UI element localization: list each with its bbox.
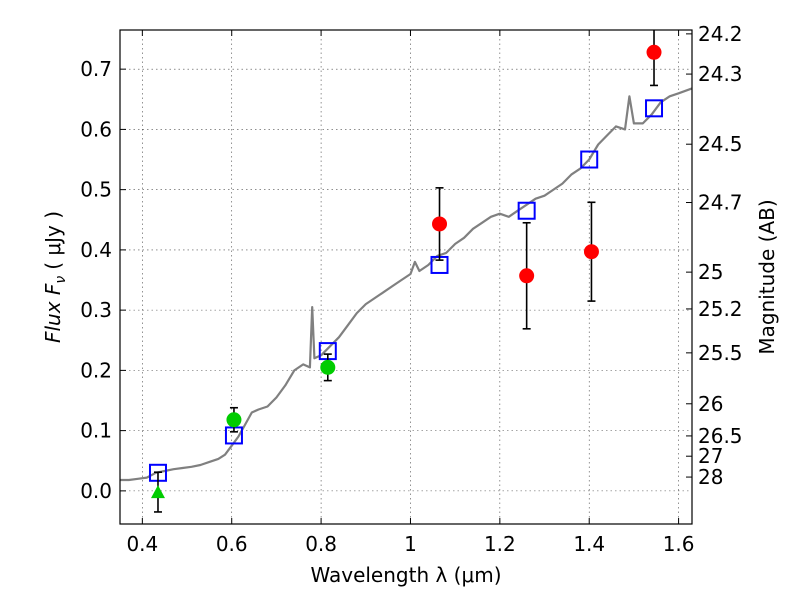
photometry-point xyxy=(226,412,242,428)
photometry-point xyxy=(519,268,535,284)
model-spectrum-line xyxy=(120,87,692,482)
photometry-point xyxy=(432,216,448,232)
photometry-point xyxy=(583,244,599,260)
axis-ticks: 0.4 0.6 0.8 1 1.2 1.4 1.6 0.0 0.1 0.2 0.3 0.4 0.5 0.6… xyxy=(80,22,742,556)
x-tick-label: 0.4 xyxy=(126,532,158,556)
y2-tick-label: 24.7 xyxy=(698,191,743,215)
plot-frame xyxy=(119,29,693,525)
data-series xyxy=(120,30,692,513)
y2-tick-label: 24.3 xyxy=(698,62,743,86)
y2-tick-label: 24.5 xyxy=(698,132,743,156)
y-tick-label: 0.1 xyxy=(80,419,112,443)
y2-tick-label: 27 xyxy=(698,444,723,468)
y2-axis-label-text: Magnitude (AB) xyxy=(755,199,779,354)
x-tick-label: 1.6 xyxy=(663,532,695,556)
y-tick-label: 0.5 xyxy=(80,178,112,202)
y2-tick-label: 26.5 xyxy=(698,424,743,448)
upper-limit-triangle xyxy=(150,485,165,499)
y-axis-label-subscript: ν xyxy=(53,276,69,284)
y-tick-label: 0.4 xyxy=(80,238,112,262)
y2-tick-label: 25.2 xyxy=(698,297,743,321)
y2-tick-label: 26 xyxy=(698,392,723,416)
model-photometry-square xyxy=(580,150,599,169)
model-photometry-square xyxy=(645,99,664,118)
y-tick-label: 0.7 xyxy=(80,57,112,81)
svg-text:Flux Fν( μJy ): Flux Fν ( μJy ) xyxy=(41,211,69,343)
photometry-point xyxy=(320,359,336,375)
x-tick-label: 1.2 xyxy=(484,532,516,556)
y2-axis-label: Magnitude (AB) xyxy=(755,199,779,354)
y2-tick-label: 25 xyxy=(698,260,723,284)
y2-tick-label: 24.2 xyxy=(698,22,743,46)
photometry-point xyxy=(646,44,662,60)
x-axis-label: Wavelength λ (μm) xyxy=(310,563,501,587)
y-axis-label: Flux Fν ( μJy ) xyxy=(41,211,69,343)
grid-lines xyxy=(120,30,692,524)
y-tick-label: 0.3 xyxy=(80,298,112,322)
y2-tick-label: 28 xyxy=(698,465,723,489)
y2-tick-label: 25.5 xyxy=(698,341,743,365)
x-tick-label: 0.6 xyxy=(216,532,248,556)
y-axis-label-units: ( μJy ) xyxy=(41,211,65,270)
y-tick-label: 0.6 xyxy=(80,117,112,141)
x-tick-label: 1 xyxy=(404,532,417,556)
y-tick-label: 0.0 xyxy=(80,479,112,503)
model-photometry-square xyxy=(517,201,536,220)
y-axis-label-text: Flux F xyxy=(41,283,65,343)
x-tick-label: 0.8 xyxy=(305,532,337,556)
y-tick-label: 0.2 xyxy=(80,358,112,382)
x-tick-label: 1.4 xyxy=(573,532,605,556)
